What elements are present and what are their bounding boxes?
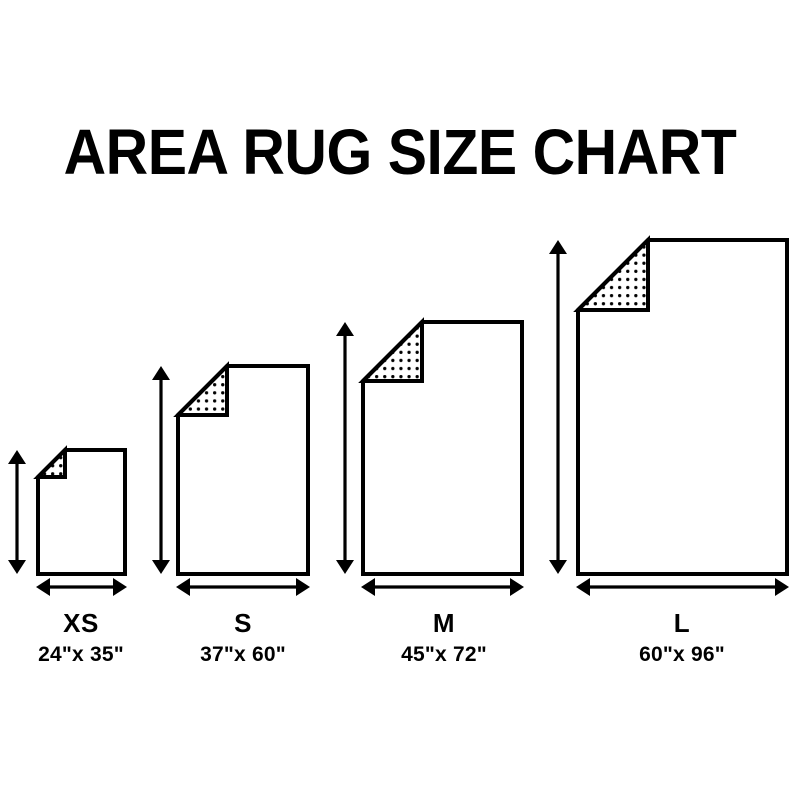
rug-fold-corner	[358, 317, 424, 383]
width-dimension-arrow-xs	[36, 578, 127, 596]
width-dimension-arrow-s	[176, 578, 310, 596]
rug-m	[358, 317, 524, 576]
rug-fold-backing-dots	[363, 322, 422, 381]
size-label-m: M 45"x 72"	[334, 608, 554, 668]
size-label-s: S 37"x 60"	[133, 608, 353, 668]
rug-body	[361, 320, 524, 576]
size-label-l: L 60"x 96"	[572, 608, 792, 668]
rug-s	[173, 361, 310, 576]
rug-fold-corner	[33, 445, 67, 479]
rug-fold-corner	[573, 235, 650, 312]
size-dimensions-m: 45"x 72"	[401, 643, 487, 666]
size-name-l: L	[673, 608, 691, 638]
width-dimension-arrow-m	[361, 578, 524, 596]
rug-body	[176, 364, 310, 576]
size-dimensions-l: 60"x 96"	[639, 643, 725, 666]
rug-fold-corner	[173, 361, 229, 417]
rug-body	[576, 238, 789, 576]
size-name-xs: XS	[63, 608, 99, 638]
height-dimension-arrow-s	[152, 366, 170, 574]
width-dimension-arrow-l	[576, 578, 789, 596]
rug-fold-backing-dots	[38, 450, 65, 477]
size-name-m: M	[432, 608, 456, 638]
rug-fold-backing-dots	[178, 366, 227, 415]
rug-l	[573, 235, 789, 576]
size-name-s: S	[234, 608, 252, 638]
size-dimensions-s: 37"x 60"	[200, 643, 286, 666]
page-title: AREA RUG SIZE CHART	[63, 116, 737, 188]
rug-body	[36, 448, 127, 576]
rug-xs	[33, 445, 127, 576]
height-dimension-arrow-m	[336, 322, 354, 574]
height-dimension-arrow-xs	[8, 450, 26, 574]
rug-fold-backing-dots	[578, 240, 648, 310]
size-dimensions-xs: 24"x 35"	[38, 643, 124, 666]
height-dimension-arrow-l	[549, 240, 567, 574]
size-label-xs: XS 24"x 35"	[0, 608, 191, 668]
